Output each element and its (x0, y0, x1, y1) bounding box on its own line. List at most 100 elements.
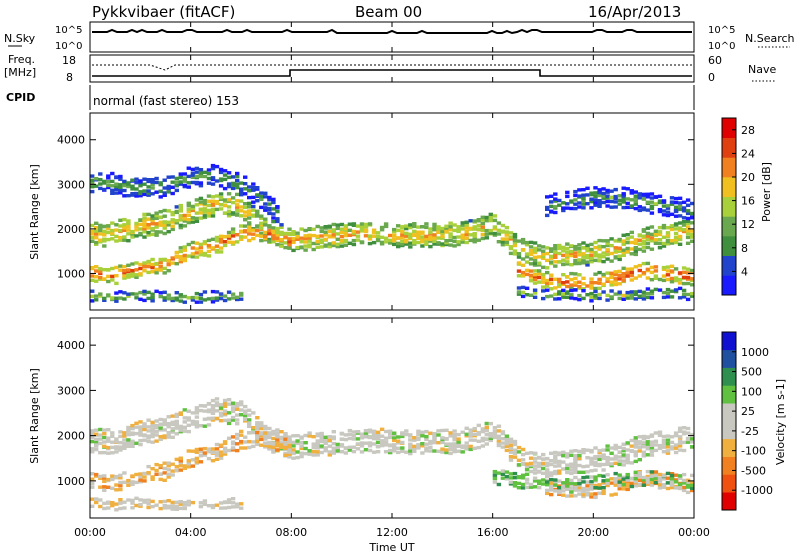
power-cell (247, 238, 252, 243)
power-cell (565, 242, 570, 246)
power-cell (138, 222, 143, 227)
power-cell (363, 225, 369, 229)
power-cell (569, 199, 574, 203)
power-cell (468, 226, 473, 231)
velocity-cell (581, 450, 586, 455)
velocity-cell (166, 433, 171, 438)
nsearch-tick-top: 10^5 (708, 25, 735, 36)
power-cell (553, 297, 558, 301)
velocity-cell (412, 438, 417, 442)
power-cell (617, 198, 622, 202)
velocity-cell (371, 429, 377, 433)
velocity-cell (601, 491, 606, 496)
power-cell (295, 237, 300, 241)
velocity-cell (597, 473, 602, 478)
velocity-cell (162, 422, 167, 427)
velocity-cell (661, 438, 667, 443)
power-cell (255, 212, 260, 217)
velocity-cell (94, 439, 99, 444)
velocity-cell (375, 430, 381, 434)
power-y-tick-label: 1000 (57, 267, 85, 280)
velocity-cell (504, 470, 510, 474)
power-cell (323, 243, 328, 247)
power-cell (516, 286, 522, 290)
power-cell (339, 230, 345, 235)
power-cell (601, 290, 606, 294)
power-cell (190, 255, 196, 259)
velocity-cell (190, 422, 196, 426)
power-cell (218, 167, 224, 172)
velocity-cell (589, 469, 594, 473)
velocity-cell (508, 446, 514, 450)
velocity-cell (633, 452, 638, 457)
power-cell (186, 185, 191, 189)
power-cell (126, 275, 131, 279)
power-cell (202, 198, 208, 203)
velocity-cell (315, 439, 320, 443)
velocity-cell (347, 445, 353, 449)
velocity-cell (118, 480, 123, 485)
power-cell (432, 239, 437, 243)
velocity-cell (154, 468, 159, 473)
power-cell (178, 260, 183, 264)
power-cell (170, 220, 175, 224)
velocity-cell (235, 402, 240, 406)
velocity-cell (528, 461, 534, 466)
power-cell (524, 240, 530, 245)
velocity-cell (432, 438, 437, 442)
power-cell (226, 171, 232, 175)
velocity-cell (214, 409, 220, 413)
power-cell (601, 255, 606, 259)
power-cell (541, 245, 546, 249)
velocity-cell (625, 484, 630, 488)
velocity-cell (553, 489, 558, 493)
power-cell (102, 224, 107, 229)
power-cell (375, 231, 381, 235)
velocity-cell (424, 437, 429, 442)
power-cell (355, 230, 361, 234)
velocity-cell (690, 483, 695, 488)
power-cell (504, 225, 510, 230)
power-cell (569, 206, 574, 211)
power-cell (500, 229, 506, 233)
power-cell (512, 232, 518, 237)
velocity-cell (174, 419, 179, 424)
velocity-cell (508, 472, 514, 476)
power-cell (589, 247, 594, 252)
power-cell (641, 271, 647, 275)
velocity-cell (110, 486, 115, 490)
power-cell (210, 214, 216, 218)
power-cell (331, 243, 336, 248)
velocity-cell (593, 483, 598, 488)
velocity-cell (210, 505, 216, 510)
power-cell (186, 207, 191, 212)
power-cell (218, 196, 224, 200)
power-cell (218, 234, 224, 238)
velocity-cell (134, 441, 139, 445)
power-cell (589, 299, 594, 303)
power-cell (641, 245, 647, 249)
velocity-cell (565, 466, 570, 471)
power-cell (122, 179, 127, 184)
power-cell (573, 254, 578, 259)
velocity-cell (311, 435, 316, 439)
velocity-cell (532, 464, 538, 468)
velocity-cell (565, 487, 570, 491)
power-cell (589, 284, 594, 288)
velocity-cell (210, 416, 216, 420)
velocity-cell (468, 428, 473, 432)
velocity-colorbar-tick-label: -500 (741, 464, 766, 477)
power-cell (239, 181, 244, 185)
velocity-cell (653, 470, 659, 474)
velocity-cell (428, 449, 433, 453)
power-cell (621, 266, 626, 270)
power-cell (601, 196, 606, 200)
power-cell (653, 265, 659, 269)
power-cell (170, 256, 175, 260)
power-cell (275, 233, 280, 238)
power-cell (206, 168, 212, 172)
velocity-cell (146, 439, 151, 444)
power-cell (484, 215, 489, 220)
power-cell (379, 240, 385, 245)
power-cell (110, 266, 115, 271)
